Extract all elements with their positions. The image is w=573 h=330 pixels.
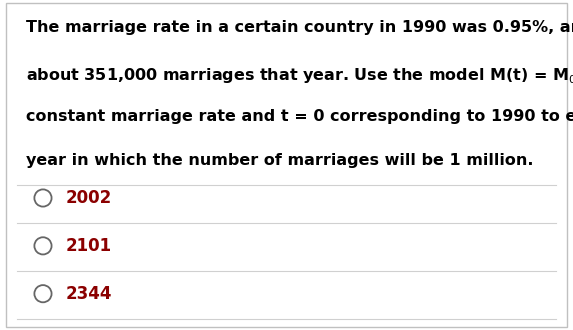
Text: constant marriage rate and t = 0 corresponding to 1990 to estimate the: constant marriage rate and t = 0 corresp… xyxy=(26,109,573,124)
Text: The marriage rate in a certain country in 1990 was 0.95%, and there were: The marriage rate in a certain country i… xyxy=(26,20,573,35)
Text: 2002: 2002 xyxy=(66,189,112,207)
Text: 2101: 2101 xyxy=(66,237,112,255)
Text: about 351,000 marriages that year. Use the model M(t) = M$_0$(1 + r)$^t$, with a: about 351,000 marriages that year. Use t… xyxy=(26,64,573,86)
Text: 2344: 2344 xyxy=(66,285,112,303)
Text: year in which the number of marriages will be 1 million.: year in which the number of marriages wi… xyxy=(26,153,533,168)
